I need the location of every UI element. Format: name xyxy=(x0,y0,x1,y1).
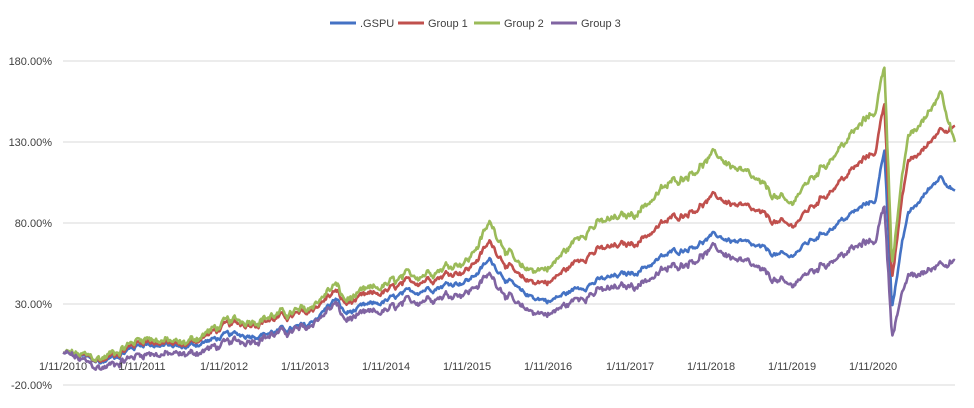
x-tick-label: 1/11/2012 xyxy=(200,361,248,373)
x-tick-label: 1/11/2018 xyxy=(687,361,735,373)
y-tick-label: 130.00% xyxy=(9,137,53,149)
x-tick-label: 1/11/2014 xyxy=(362,361,410,373)
y-tick-label: -20.00% xyxy=(11,380,52,392)
x-tick-label: 1/11/2015 xyxy=(443,361,491,373)
series-lines xyxy=(62,66,957,371)
y-tick-label: 30.00% xyxy=(15,299,53,311)
legend-label: .GSPU xyxy=(360,18,394,30)
x-tick-label: 1/11/2017 xyxy=(606,361,654,373)
series-line-1 xyxy=(62,149,956,365)
x-tick-label: 1/11/2010 xyxy=(39,361,87,373)
y-tick-label: 180.00% xyxy=(9,56,53,68)
legend: .GSPU Group 1 Group 2 Group 3 xyxy=(330,18,621,30)
x-tick-label: 1/11/2016 xyxy=(524,361,572,373)
x-axis-tick-labels: 1/11/2010 1/11/2011 1/11/2012 1/11/2013 1/11… xyxy=(39,361,897,373)
y-axis-tick-labels: -20.00% 30.00% 80.00% 130.00% 180.00% xyxy=(9,56,53,392)
x-tick-label: 1/11/2011 xyxy=(118,361,165,373)
legend-label: Group 2 xyxy=(504,18,544,30)
gridlines xyxy=(63,60,955,386)
series-line-4 xyxy=(62,205,956,371)
x-tick-label: 1/11/2020 xyxy=(849,361,897,373)
legend-label: Group 1 xyxy=(428,18,468,30)
legend-label: Group 3 xyxy=(581,18,621,30)
x-tick-label: 1/11/2019 xyxy=(768,361,816,373)
y-tick-label: 80.00% xyxy=(15,218,53,230)
series-line-3 xyxy=(62,66,957,363)
x-tick-label: 1/11/2013 xyxy=(281,361,329,373)
